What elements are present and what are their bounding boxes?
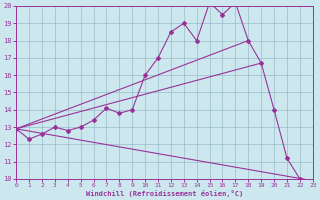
X-axis label: Windchill (Refroidissement éolien,°C): Windchill (Refroidissement éolien,°C) — [86, 190, 243, 197]
